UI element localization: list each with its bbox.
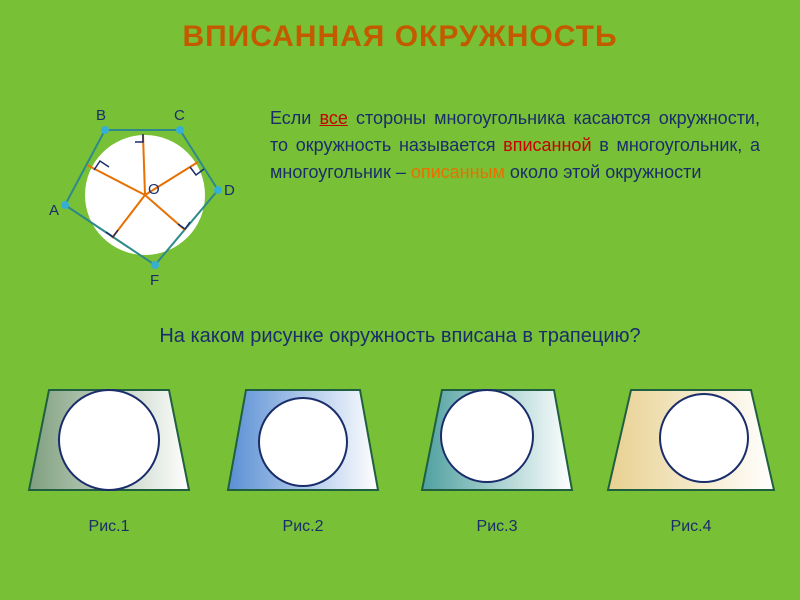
caption-2: Рис.2 [283, 518, 324, 536]
def-highlight-all: все [320, 108, 348, 128]
def-highlight-inscribed: вписанной [503, 135, 591, 155]
figure-1: Рис.1 [24, 370, 194, 536]
label-c: C [174, 107, 185, 124]
figure-4: Рис.4 [606, 370, 776, 536]
caption-4: Рис.4 [671, 518, 712, 536]
pentagon-diagram: A B C D F O [40, 90, 240, 290]
figure-3: Рис.3 [412, 370, 582, 536]
label-a: A [49, 202, 59, 219]
label-o: O [148, 181, 160, 198]
def-part-1: Если [270, 108, 320, 128]
label-d: D [224, 182, 235, 199]
question-text: На каком рисунке окружность вписана в тр… [0, 325, 800, 348]
figures-row: Рис.1 Рис.2 Рис.3 [0, 370, 800, 536]
caption-3: Рис.3 [477, 518, 518, 536]
caption-1: Рис.1 [89, 518, 130, 536]
definition-text: Если все стороны многоугольника касаются… [270, 105, 760, 186]
label-b: B [96, 107, 106, 124]
figure-2: Рис.2 [218, 370, 388, 536]
label-f: F [150, 272, 159, 289]
def-part-7: около этой окружности [505, 162, 702, 182]
slide-title: ВПИСАННАЯ ОКРУЖНОСТЬ [0, 20, 800, 54]
def-highlight-circumscribed: описанным [411, 162, 505, 182]
